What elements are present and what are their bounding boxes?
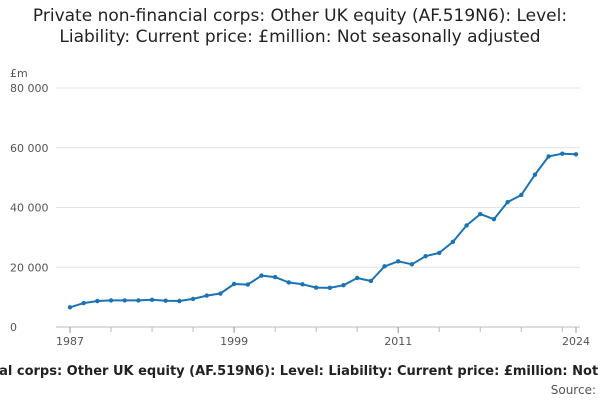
data-point — [245, 282, 250, 287]
data-point — [300, 282, 305, 287]
x-tick-label: 2011 — [384, 335, 412, 348]
data-point — [423, 253, 428, 259]
footer-caption-text: Private non-financial corps: Other UK eq… — [0, 364, 600, 379]
data-point — [95, 298, 100, 304]
data-point — [163, 298, 168, 303]
data-point — [67, 305, 73, 310]
y-tick-label: 60 000 — [10, 142, 49, 155]
data-point — [81, 300, 86, 306]
data-point — [259, 273, 264, 278]
data-point — [368, 278, 374, 284]
y-tick-label: 80 000 — [10, 82, 49, 95]
data-point — [505, 199, 510, 205]
series-layer — [67, 151, 579, 310]
data-point — [560, 151, 565, 156]
source-label: Source: — [550, 383, 596, 397]
data-point — [204, 293, 209, 298]
data-point — [354, 275, 360, 281]
axes: 0 20 000 40 000 60 000 80 000 £m 1987 1999 2011 2… — [10, 67, 590, 348]
data-point — [437, 250, 442, 256]
data-point — [396, 259, 401, 264]
data-point — [218, 291, 223, 296]
data-point — [136, 298, 141, 303]
y-tick-label: 40 000 — [10, 202, 49, 215]
data-point — [546, 154, 551, 159]
data-point — [108, 298, 114, 303]
data-point — [122, 298, 127, 303]
data-point — [573, 152, 579, 157]
data-point — [532, 172, 538, 177]
series-line — [69, 152, 577, 309]
data-point — [491, 216, 497, 222]
y-tick-label: 0 — [10, 321, 17, 334]
data-point — [464, 223, 469, 228]
data-point — [341, 282, 346, 288]
data-point — [286, 280, 292, 285]
data-point — [382, 264, 387, 269]
data-point — [313, 285, 319, 290]
data-point — [149, 297, 155, 303]
data-point — [327, 285, 333, 291]
data-point — [409, 262, 415, 267]
x-tick-label: 1987 — [56, 335, 84, 348]
y-tick-label: 20 000 — [10, 261, 49, 274]
data-point — [519, 192, 524, 198]
data-point — [478, 211, 483, 217]
footer-caption: Private non-financial corps: Other UK eq… — [0, 364, 600, 379]
data-point — [177, 298, 182, 304]
x-tick-label: 1999 — [220, 335, 248, 348]
data-point — [272, 274, 278, 280]
y-axis-unit-label: £m — [10, 67, 28, 80]
data-point — [190, 296, 196, 302]
data-point — [450, 239, 456, 245]
gridlines — [56, 87, 580, 328]
chart-title: Private non-financial corps: Other UK eq… — [32, 6, 568, 47]
x-tick-label: 2024 — [562, 335, 590, 348]
data-point — [231, 281, 237, 287]
